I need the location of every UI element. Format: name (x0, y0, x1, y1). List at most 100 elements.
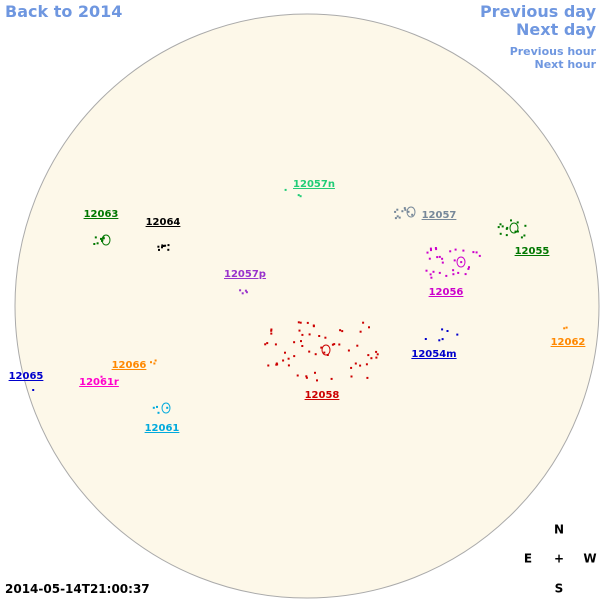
spot (270, 332, 273, 335)
spot (425, 269, 428, 272)
spot (350, 366, 353, 369)
spot (299, 195, 302, 198)
spot (514, 230, 517, 233)
spot-ring (456, 256, 466, 268)
region-label: 12063 (84, 209, 119, 220)
spot (434, 247, 437, 249)
spot (100, 237, 102, 240)
spot (300, 340, 302, 343)
spot (156, 405, 158, 408)
spot (167, 244, 170, 247)
spot (284, 188, 287, 191)
spot (308, 333, 311, 336)
spot (445, 274, 448, 277)
spot (396, 215, 399, 218)
compass-center: + (554, 552, 564, 566)
spot (456, 333, 459, 336)
previous-day-link[interactable]: Previous day (479, 2, 596, 21)
spot (241, 292, 244, 295)
spot (497, 226, 500, 229)
spot-ring (321, 344, 331, 356)
spot (306, 321, 309, 324)
spot (93, 243, 96, 245)
spot-ring (509, 222, 519, 234)
spot (284, 351, 286, 354)
spot (356, 344, 359, 347)
spot (565, 326, 568, 329)
spot (157, 411, 160, 414)
next-hour-link[interactable]: Next hour (534, 58, 597, 71)
spot (158, 248, 160, 251)
region-label: 12056 (429, 287, 464, 298)
spot (354, 362, 357, 365)
spot-ring (161, 402, 171, 414)
spot (293, 355, 296, 358)
next-day-link[interactable]: Next day (516, 20, 596, 39)
spot (94, 236, 97, 239)
spot (100, 375, 103, 378)
spot (299, 321, 302, 324)
spot (375, 356, 378, 359)
spot (396, 208, 399, 211)
spot (398, 216, 401, 219)
spot (563, 327, 566, 330)
previous-hour-link[interactable]: Previous hour (509, 45, 596, 58)
spot (274, 343, 277, 346)
spot (441, 328, 444, 331)
spot (314, 353, 317, 356)
spot (404, 208, 407, 211)
spot (270, 328, 273, 331)
spot (331, 343, 334, 346)
spot (438, 339, 441, 342)
spot (287, 357, 290, 360)
region-label: 12066 (112, 360, 147, 371)
spot (287, 364, 290, 367)
spot (245, 291, 248, 294)
spot (394, 210, 397, 213)
spot (468, 266, 470, 269)
region-label: 12061 (145, 423, 180, 434)
back-link[interactable]: Back to 2014 (5, 2, 123, 21)
spot (333, 343, 336, 346)
spot (403, 207, 406, 210)
spot (411, 213, 414, 216)
timestamp: 2014-05-14T21:00:37 (5, 582, 150, 596)
spot (368, 326, 370, 329)
spot (102, 237, 105, 240)
spot (438, 271, 441, 274)
spot (446, 330, 449, 332)
spot (430, 249, 432, 252)
spot (375, 350, 378, 353)
spot (462, 249, 465, 252)
spot (312, 325, 315, 328)
spot (282, 359, 285, 362)
spot (323, 351, 326, 354)
spot (426, 251, 429, 254)
spot (516, 230, 519, 233)
spot (464, 273, 467, 276)
spot (370, 357, 373, 360)
spot (438, 255, 441, 258)
spot-ring (406, 206, 416, 218)
spot (394, 217, 397, 220)
spot (244, 289, 247, 292)
spot (524, 224, 527, 227)
spot (424, 338, 427, 340)
spot (523, 234, 526, 237)
spot (429, 273, 432, 276)
compass-west: W (583, 552, 596, 566)
spot (338, 343, 341, 346)
spot (239, 289, 242, 292)
spot (162, 245, 165, 247)
spot (318, 335, 321, 337)
spot (297, 321, 300, 324)
spot (359, 330, 362, 333)
spot (367, 354, 370, 357)
region-label: 12061r (79, 377, 119, 388)
spot (499, 223, 502, 226)
spot (297, 194, 300, 197)
spot (301, 345, 304, 347)
spot (347, 349, 350, 352)
region-label: 12057n (293, 179, 335, 190)
spot (266, 342, 269, 345)
